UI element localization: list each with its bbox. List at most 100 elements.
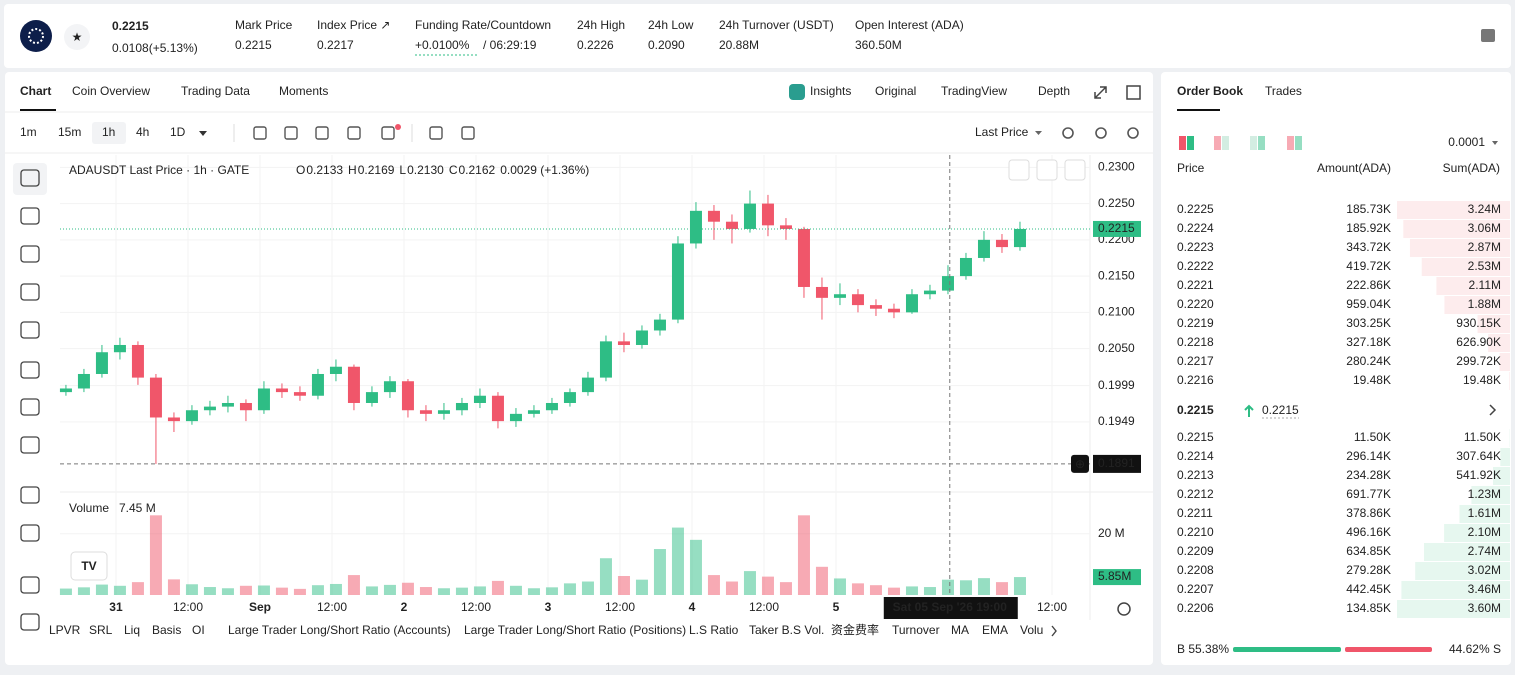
- stat-label: 24h Low: [648, 18, 694, 32]
- view-tab[interactable]: Depth: [1038, 84, 1070, 98]
- ob-amount: 280.24K: [1346, 354, 1391, 368]
- volume-bar: [780, 582, 792, 595]
- x-tick-label: 12:00: [605, 600, 635, 614]
- view-tab[interactable]: Original: [875, 84, 916, 98]
- ob-amount: 303.25K: [1346, 316, 1391, 330]
- legend-ohlc: 0.2162: [458, 163, 495, 177]
- volume-bar: [618, 576, 630, 595]
- volume-bar: [402, 583, 414, 595]
- alert-dot: [395, 124, 401, 130]
- legend-button[interactable]: [1065, 160, 1085, 180]
- x-tick-label: 3: [545, 600, 552, 614]
- indicator[interactable]: Large Trader Long/Short Ratio (Accounts): [228, 623, 451, 637]
- indicator[interactable]: SRL: [89, 623, 113, 637]
- volume-bar: [186, 584, 198, 595]
- ob-tick[interactable]: 0.0001: [1448, 135, 1485, 149]
- stat-value: 20.88M: [719, 38, 759, 52]
- interval[interactable]: 1m: [20, 125, 37, 139]
- x-tick-label: 12:00: [173, 600, 203, 614]
- indicator[interactable]: OI: [192, 623, 205, 637]
- candle-body: [852, 294, 864, 305]
- price-type[interactable]: Last Price: [975, 125, 1029, 139]
- x-tick-label: 4: [689, 600, 696, 614]
- y-tick-label: 0.2300: [1098, 159, 1135, 173]
- depth-bar: [1509, 372, 1510, 390]
- legend-ohlc: O: [296, 163, 305, 177]
- indicator[interactable]: L.S Ratio: [689, 623, 739, 637]
- ob-view[interactable]: [1287, 136, 1294, 150]
- indicator[interactable]: Taker B.S Vol.: [749, 623, 824, 637]
- tab[interactable]: Moments: [279, 84, 328, 98]
- ob-amount: 11.50K: [1354, 430, 1391, 444]
- last-volume-label: 5.85M: [1098, 569, 1131, 583]
- volume-bar: [960, 580, 972, 595]
- ob-amount: 691.77K: [1346, 487, 1391, 501]
- ob-price: 0.2223: [1177, 240, 1214, 254]
- ob-view[interactable]: [1250, 136, 1257, 150]
- view-tab[interactable]: TradingView: [941, 84, 1007, 98]
- ob-amount: 634.85K: [1346, 544, 1391, 558]
- sell-ratio: 44.62% S: [1449, 642, 1501, 656]
- indicator[interactable]: EMA: [982, 623, 1008, 637]
- ob-view[interactable]: [1214, 136, 1221, 150]
- ob-tab[interactable]: Order Book: [1177, 84, 1243, 98]
- ob-view[interactable]: [1222, 136, 1229, 150]
- ob-column: Amount(ADA): [1317, 161, 1391, 175]
- candle-body: [780, 225, 792, 229]
- interval[interactable]: 1h: [102, 125, 115, 139]
- legend-ohlc: H: [348, 163, 357, 177]
- ob-amount: 134.85K: [1346, 601, 1391, 615]
- volume-bar: [474, 586, 486, 595]
- candle-body: [186, 410, 198, 421]
- ob-amount: 378.86K: [1346, 506, 1391, 520]
- ob-view[interactable]: [1187, 136, 1194, 150]
- ob-tab[interactable]: Trades: [1265, 84, 1302, 98]
- indicator[interactable]: MA: [951, 623, 969, 637]
- x-tick-label: 2: [401, 600, 408, 614]
- view-tab[interactable]: Insights: [810, 84, 851, 98]
- x-tick-label: 12:00: [461, 600, 491, 614]
- last-price: 0.2215: [112, 19, 149, 33]
- volume-bar: [384, 585, 396, 595]
- coin-logo: [20, 20, 52, 52]
- indicator[interactable]: Basis: [152, 623, 181, 637]
- indicator[interactable]: Turnover: [892, 623, 940, 637]
- star: ★: [72, 30, 83, 44]
- volume-bar: [456, 588, 468, 595]
- ob-view[interactable]: [1258, 136, 1265, 150]
- candle-body: [474, 396, 486, 403]
- candle-body: [888, 309, 900, 313]
- volume-bar: [492, 581, 504, 595]
- ob-view[interactable]: [1295, 136, 1302, 150]
- volume-bar: [852, 583, 864, 595]
- legend-ohlc: 0.0029 (+1.36%): [500, 163, 589, 177]
- ob-view[interactable]: [1179, 136, 1186, 150]
- tab[interactable]: Trading Data: [181, 84, 250, 98]
- indicator[interactable]: Volu: [1020, 623, 1043, 637]
- stat-label: 24h Turnover (USDT): [719, 18, 834, 32]
- tab[interactable]: Chart: [20, 84, 51, 98]
- tab[interactable]: Coin Overview: [72, 84, 150, 98]
- ob-price: 0.2210: [1177, 525, 1214, 539]
- ob-sum: 541.92K: [1456, 468, 1501, 482]
- indicator[interactable]: Large Trader Long/Short Ratio (Positions…: [464, 623, 686, 637]
- ob-sum: 1.61M: [1468, 506, 1501, 520]
- ob-sum: 3.06M: [1468, 221, 1501, 235]
- stat-value: 0.2226: [577, 38, 614, 52]
- legend-button[interactable]: [1037, 160, 1057, 180]
- y-tick-label: 0.1949: [1098, 414, 1135, 428]
- legend-button[interactable]: [1009, 160, 1029, 180]
- indicator[interactable]: LPVR: [49, 623, 81, 637]
- interval[interactable]: 1D: [170, 125, 186, 139]
- interval[interactable]: 4h: [136, 125, 149, 139]
- candle-body: [312, 374, 324, 396]
- y-tick-label: 0.1999: [1098, 378, 1135, 392]
- volume-bar: [240, 586, 252, 595]
- menu-icon[interactable]: [1481, 29, 1495, 42]
- ob-amount: 343.72K: [1346, 240, 1391, 254]
- indicator[interactable]: 资金费率: [831, 622, 879, 637]
- candle-body: [690, 211, 702, 244]
- volume-bar: [168, 579, 180, 595]
- indicator[interactable]: Liq: [124, 623, 140, 637]
- interval[interactable]: 15m: [58, 125, 81, 139]
